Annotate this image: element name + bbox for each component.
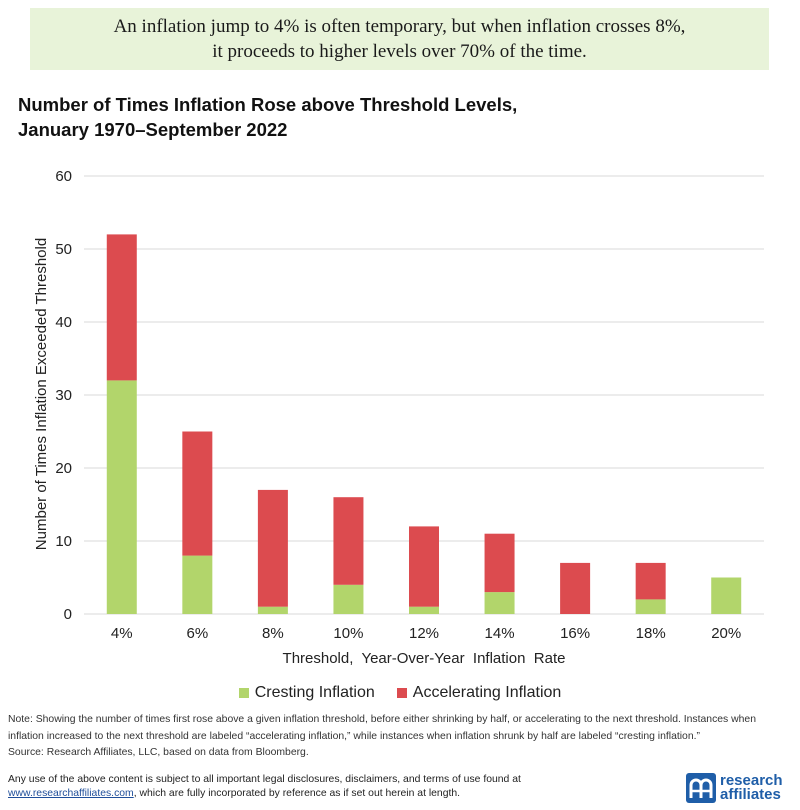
x-tick-label: 14% xyxy=(485,625,515,642)
bar-accelerating-10pct xyxy=(333,497,364,585)
x-tick-label: 6% xyxy=(186,625,208,642)
x-tick-label: 8% xyxy=(262,625,284,642)
bar-cresting-20pct xyxy=(711,577,742,614)
y-tick-label: 30 xyxy=(55,387,72,404)
bars xyxy=(106,234,742,614)
headline-banner: An inflation jump to 4% is often tempora… xyxy=(30,8,769,70)
y-axis-title: Number of Times Inflation Exceeded Thres… xyxy=(33,238,50,550)
chart-title: Number of Times Inflation Rose above Thr… xyxy=(18,92,718,142)
x-tick-label: 18% xyxy=(636,625,666,642)
banner-line-1: An inflation jump to 4% is often tempora… xyxy=(113,16,686,37)
y-tick-label: 60 xyxy=(55,168,72,185)
chart-title-line-1: Number of Times Inflation Rose above Thr… xyxy=(18,94,518,115)
y-axis-ticks: 0 10 20 30 40 50 60 xyxy=(55,168,72,623)
legend-label-accelerating: Accelerating Inflation xyxy=(412,684,562,701)
bar-cresting-8pct xyxy=(257,606,288,614)
x-tick-label: 4% xyxy=(111,625,133,642)
x-axis-title: Threshold, Year-Over-Year Inflation Rate xyxy=(283,650,566,667)
source-text: Source: Research Affiliates, LLC, based … xyxy=(8,747,309,758)
x-tick-label: 10% xyxy=(333,625,363,642)
legend-label-cresting: Cresting Inflation xyxy=(254,684,375,701)
banner-line-2: it proceeds to higher levels over 70% of… xyxy=(212,41,587,62)
bar-cresting-12pct xyxy=(409,606,439,614)
logo-text-line-1: research xyxy=(720,772,783,789)
bar-cresting-4pct xyxy=(106,380,137,614)
legend-swatch-accelerating xyxy=(396,688,407,698)
bar-cresting-10pct xyxy=(333,584,364,614)
y-tick-label: 10 xyxy=(55,533,72,550)
logo-text-line-2: affiliates xyxy=(720,786,781,803)
bar-accelerating-16pct xyxy=(560,562,591,614)
x-tick-label: 12% xyxy=(409,625,439,642)
legend: Cresting Inflation Accelerating Inflatio… xyxy=(0,684,800,702)
bar-accelerating-6pct xyxy=(182,431,213,556)
y-tick-label: 50 xyxy=(55,241,72,258)
legal-disclaimer: Any use of the above content is subject … xyxy=(8,773,628,801)
bar-cresting-18pct xyxy=(635,599,666,614)
chart-note: Note: Showing the number of times first … xyxy=(8,712,794,762)
legend-item-cresting: Cresting Inflation xyxy=(238,684,375,702)
bar-accelerating-12pct xyxy=(409,526,439,607)
bar-accelerating-14pct xyxy=(484,533,515,593)
x-tick-label: 20% xyxy=(711,625,741,642)
y-tick-label: 20 xyxy=(55,460,72,477)
bar-cresting-14pct xyxy=(484,592,515,614)
y-tick-label: 40 xyxy=(55,314,72,331)
note-text: Note: Showing the number of times first … xyxy=(8,714,756,742)
x-axis-ticks: 4% 6% 8% 10% 12% 14% 16% 18% 20% xyxy=(111,625,741,642)
website-link[interactable]: www.researchaffiliates.com xyxy=(8,788,134,799)
logo-mark-icon xyxy=(686,773,716,803)
x-tick-label: 16% xyxy=(560,625,590,642)
y-tick-label: 0 xyxy=(64,606,72,623)
bar-accelerating-4pct xyxy=(106,234,137,381)
stacked-bar-chart: 0 10 20 30 40 50 60 4% 6% 8% 10% 12% 14% 16% 18% 20% N… xyxy=(33,168,764,667)
chart-title-line-2: January 1970–September 2022 xyxy=(18,119,288,140)
legend-swatch-cresting xyxy=(238,688,249,698)
bar-accelerating-8pct xyxy=(257,489,288,607)
legend-item-accelerating: Accelerating Inflation xyxy=(396,684,562,702)
bar-accelerating-18pct xyxy=(635,562,666,600)
disclaimer-text-1: Any use of the above content is subject … xyxy=(8,774,521,785)
bar-cresting-6pct xyxy=(182,555,213,614)
research-affiliates-logo: research affiliates xyxy=(686,770,798,806)
disclaimer-text-2: , which are fully incorporated by refere… xyxy=(133,788,461,799)
